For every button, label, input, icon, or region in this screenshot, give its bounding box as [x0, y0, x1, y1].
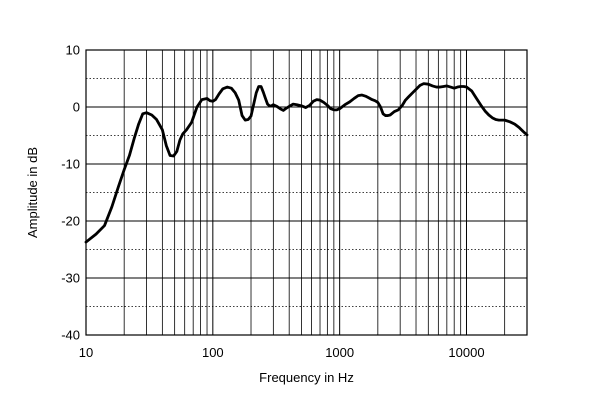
x-tick-label: 1000: [325, 345, 354, 360]
major-vertical-gridlines: [212, 50, 467, 335]
minor-vertical-gridlines: [123, 50, 506, 335]
x-tick-label: 10: [79, 345, 93, 360]
y-tick-labels: 10 0 -10 -20 -30 -40: [61, 43, 80, 343]
x-tick-labels: 10 100 1000 10000: [79, 345, 485, 360]
series-line: [84, 82, 529, 244]
x-tick-label: 10000: [448, 345, 484, 360]
y-tick-label: -40: [61, 328, 80, 343]
y-tick-label: 10: [66, 43, 80, 58]
plot-area-frame: [85, 49, 528, 336]
y-axis-label: Amplitude in dB: [25, 147, 40, 238]
x-axis-label: Frequency in Hz: [259, 370, 354, 385]
y-tick-label: 0: [73, 100, 80, 115]
y-tick-label: -20: [61, 214, 80, 229]
y-tick-label: -30: [61, 271, 80, 286]
y-tick-label: -10: [61, 157, 80, 172]
minor-horizontal-gridlines: [86, 78, 527, 307]
x-tick-label: 100: [202, 345, 224, 360]
